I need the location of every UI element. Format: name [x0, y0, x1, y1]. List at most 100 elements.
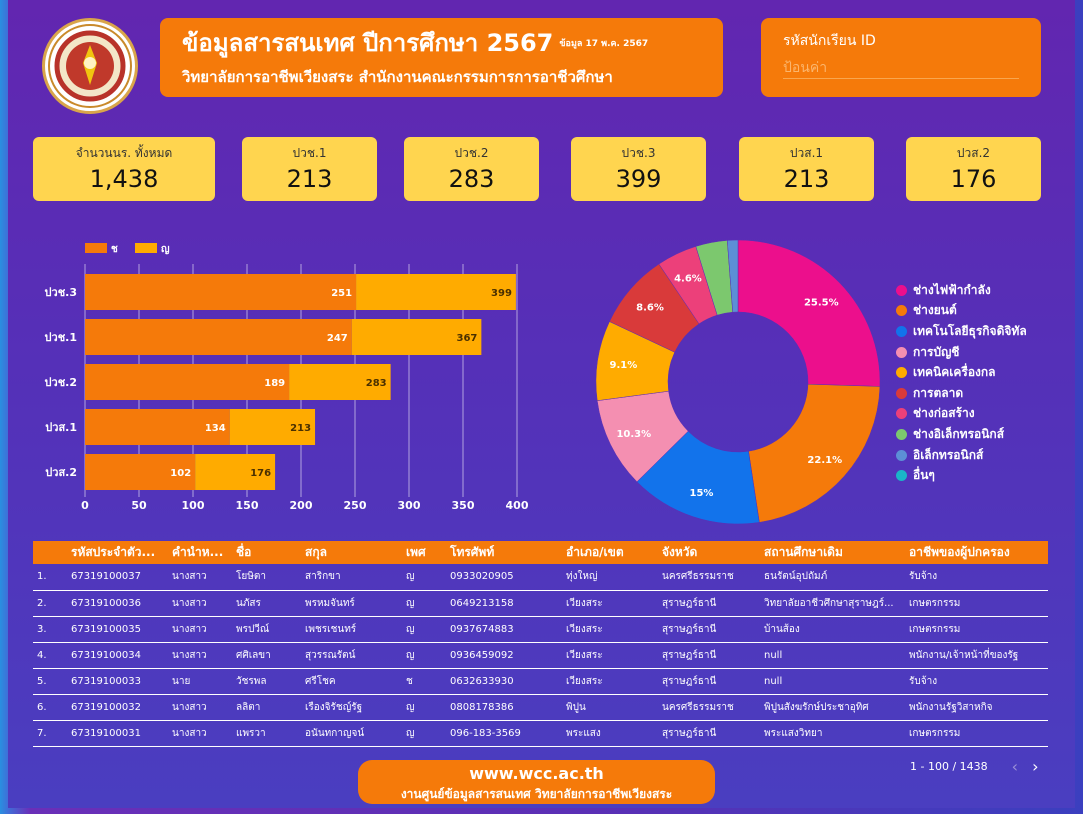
- table-cell: ญ: [402, 694, 446, 721]
- table-cell: นภัสร: [232, 590, 301, 617]
- table-cell: ช: [402, 668, 446, 695]
- column-header[interactable]: ชื่อ: [236, 545, 252, 559]
- y-category-label: ปวช.2: [45, 376, 77, 389]
- table-row[interactable]: 7. 67319100031 นางสาว แพรวา อนันทกาญจน์ญ 096-…: [33, 720, 1048, 747]
- table-cell: นางสาว: [168, 720, 232, 747]
- column-header[interactable]: อาชีพของผู้ปกครอง: [909, 545, 1010, 559]
- table-cell: ญ: [402, 564, 446, 591]
- table-cell: พนักงานรัฐวิสาหกิจ: [905, 694, 1048, 721]
- slice-data-label: 10.3%: [616, 429, 651, 440]
- table-cell: สุราษฎร์ธานี: [658, 590, 760, 617]
- footer-banner: www.wcc.ac.th งานศูนย์ข้อมูลสารสนเทศ วิท…: [358, 760, 715, 804]
- student-id-input[interactable]: [783, 58, 1019, 79]
- column-header[interactable]: [33, 541, 67, 564]
- table-cell: สุราษฎร์ธานี: [658, 668, 760, 695]
- bar-data-label: 213: [290, 423, 311, 434]
- legend-dot-icon: [896, 284, 907, 296]
- column-header[interactable]: จังหวัด: [662, 545, 698, 559]
- table-header-row: รหัสประจำตัว... คำนำห... ชื่อ สกุล เพศ โทรศัพ…: [33, 541, 1048, 564]
- table-cell: 2.: [33, 590, 67, 617]
- table-cell: เวียงสระ: [562, 642, 658, 669]
- table-cell: ลลิตา: [232, 694, 301, 721]
- table-cell: พระแสง: [562, 720, 658, 747]
- legend-label: การตลาด: [913, 385, 964, 400]
- bar-data-label: 399: [491, 288, 512, 299]
- stat-card-total: จำนวนนร. ทั้งหมด 1,438: [33, 137, 215, 201]
- column-header[interactable]: อำเภอ/เขต: [566, 545, 624, 559]
- table-cell: null: [760, 668, 905, 695]
- table-cell: นครศรีธรรมราช: [658, 564, 760, 591]
- pagination-range: 1 - 100 / 1438: [910, 760, 988, 773]
- donut-slice: [737, 239, 881, 387]
- legend-label: อื่นๆ: [913, 468, 935, 483]
- legend-label: ช: [111, 244, 118, 255]
- column-header[interactable]: รหัสประจำตัว...: [71, 545, 156, 559]
- legend-item: ช่างไฟฟ้ากำลัง: [896, 280, 1027, 301]
- y-category-label: ปวส.1: [45, 421, 77, 434]
- table-cell: รับจ้าง: [905, 668, 1048, 695]
- legend-item: เทคโนโลยีธุรกิจดิจิทัล: [896, 321, 1027, 342]
- table-row[interactable]: 3. 67319100035 นางสาว พรปวีณ์ เพชรเชนทร์ญ 093…: [33, 616, 1048, 643]
- table-cell: เวียงสระ: [562, 668, 658, 695]
- donut-chart: 25.5% 22.1% 15% 10.3% 9.1% 8.6% 4.6%: [595, 239, 881, 525]
- column-header[interactable]: สกุล: [305, 545, 327, 559]
- table-cell: พิปูนสังฆรักษ์ประชาอุทิศ: [760, 694, 905, 721]
- stat-card-pvc1: ปวช.1 213: [242, 137, 377, 201]
- table-cell: แพรวา: [232, 720, 301, 747]
- table-cell: วิทยาลัยอาชีวศึกษาสุราษฎร์...: [760, 590, 905, 617]
- table-cell: 7.: [33, 720, 67, 747]
- pagination: 1 - 100 / 1438 ‹ ›: [910, 757, 1038, 776]
- slice-data-label: 22.1%: [807, 455, 842, 466]
- bar-data-label: 283: [366, 378, 387, 389]
- stat-value: 1,438: [89, 165, 159, 193]
- bar-segment: [85, 409, 230, 445]
- table-cell: 0933020905: [446, 564, 562, 591]
- slice-data-label: 4.6%: [674, 273, 702, 284]
- stat-value: 213: [286, 165, 333, 193]
- slice-data-label: 25.5%: [804, 297, 839, 308]
- table-cell: นครศรีธรรมราช: [658, 694, 760, 721]
- table-body: 1. 67319100037 นางสาว โยษิตา สาริกขาญ 0933020…: [33, 564, 1048, 747]
- table-cell: นางสาว: [168, 590, 232, 617]
- table-cell: 67319100035: [67, 616, 168, 643]
- table-cell: 1.: [33, 564, 67, 591]
- legend-label: ช่างอิเล็กทรอนิกส์: [913, 426, 1005, 441]
- table-row[interactable]: 2. 67319100036 นางสาว นภัสร พรหมจันทร์ญ 06492…: [33, 590, 1048, 617]
- table-row[interactable]: 4. 67319100034 นางสาว ศศิเลขา สุวรรณรัตน์ญ 09…: [33, 642, 1048, 669]
- page-title: ข้อมูลสารสนเทศ ปีการศึกษา 2567 ข้อมูล 17 …: [182, 28, 701, 59]
- legend-item: ช่างอิเล็กทรอนิกส์: [896, 424, 1027, 445]
- prev-page-icon[interactable]: ‹: [1011, 757, 1019, 776]
- table-row[interactable]: 1. 67319100037 นางสาว โยษิตา สาริกขาญ 0933020…: [33, 564, 1048, 591]
- slice-data-label: 15%: [689, 488, 713, 499]
- stat-label: ปวส.2: [956, 146, 991, 160]
- stat-label: ปวช.3: [621, 146, 656, 160]
- footer-url[interactable]: www.wcc.ac.th: [469, 764, 604, 783]
- table-cell: นาย: [168, 668, 232, 695]
- bar-segment: [289, 364, 391, 400]
- table-row[interactable]: 6. 67319100032 นางสาว ลลิตา เรืองจิรัชญ์รัฐญ…: [33, 694, 1048, 721]
- x-tick-label: 200: [290, 499, 313, 512]
- next-page-icon[interactable]: ›: [1032, 757, 1039, 776]
- legend-label: การบัญชี: [913, 344, 960, 359]
- table-cell: ญ: [402, 616, 446, 643]
- legend-label: เทคโนโลยีธุรกิจดิจิทัล: [913, 323, 1027, 338]
- column-header[interactable]: คำนำห...: [172, 545, 224, 559]
- table-cell: พรปวีณ์: [232, 616, 301, 643]
- x-tick-label: 0: [81, 499, 89, 512]
- stat-card-pvs1: ปวส.1 213: [739, 137, 874, 201]
- column-header[interactable]: โทรศัพท์: [450, 545, 495, 559]
- bar-segment: [85, 454, 196, 490]
- x-tick-label: 350: [452, 499, 475, 512]
- legend-dot-icon: [896, 470, 907, 482]
- table-cell: สุราษฎร์ธานี: [658, 616, 760, 643]
- column-header[interactable]: สถานศึกษาเดิม: [764, 545, 843, 559]
- table-cell: 0808178386: [446, 694, 562, 721]
- bar-data-label: 251: [331, 288, 352, 299]
- bar-segment: [229, 409, 316, 445]
- table-row[interactable]: 5. 67319100033 นาย วัชรพล ศรีโชคช 0632633930 เ…: [33, 668, 1048, 695]
- bar-segment: [85, 274, 357, 310]
- table-cell: เกษตรกรรม: [905, 616, 1048, 643]
- column-header[interactable]: เพศ: [406, 545, 426, 559]
- table-cell: พรหมจันทร์: [301, 590, 402, 617]
